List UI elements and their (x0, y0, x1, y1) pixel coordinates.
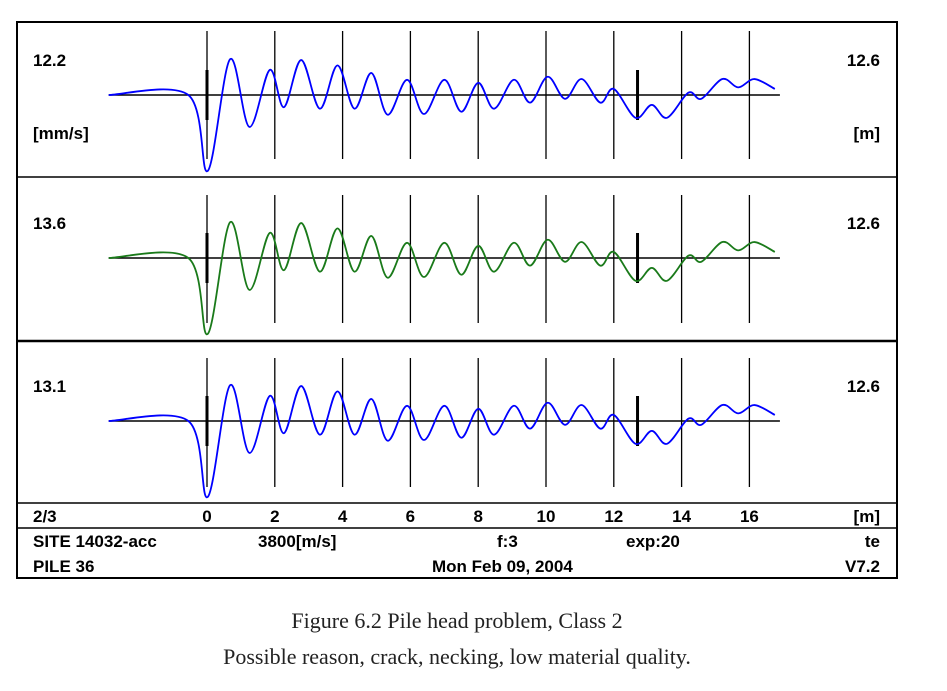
panel1-right-value: 12.6 (847, 51, 880, 70)
velocity-trace (108, 221, 776, 335)
x-tick-label: 2 (270, 507, 279, 526)
site-label: SITE 14032-acc (33, 532, 157, 551)
software-version: V7.2 (845, 557, 880, 576)
filter-value: f:3 (497, 532, 518, 551)
x-tick-label: 0 (202, 507, 211, 526)
wave-velocity: 3800[m/s] (258, 532, 336, 551)
panel3-right-value: 12.6 (847, 377, 880, 396)
x-tick-label: 4 (338, 507, 348, 526)
x-tick-label: 12 (604, 507, 623, 526)
panel1-left-unit: [mm/s] (33, 124, 89, 143)
pile-label: PILE 36 (33, 557, 94, 576)
x-tick-label: 10 (537, 507, 556, 526)
caption-line-2: Possible reason, crack, necking, low mat… (223, 644, 691, 669)
x-tick-label: 6 (406, 507, 415, 526)
velocity-trace (108, 58, 776, 172)
trace-panel-1 (108, 31, 780, 172)
x-tick-label: 16 (740, 507, 759, 526)
trace-panel-2 (108, 195, 780, 335)
figure-frame (16, 21, 898, 579)
x-tick-label: 14 (672, 507, 691, 526)
x-tick-label: 8 (473, 507, 482, 526)
page-indicator: 2/3 (33, 507, 57, 526)
test-date: Mon Feb 09, 2004 (432, 557, 573, 576)
panel2-left-value: 13.6 (33, 214, 66, 233)
panel1-right-unit: [m] (854, 124, 880, 143)
trace-panel-3 (108, 358, 780, 498)
panel1-left-value: 12.2 (33, 51, 66, 70)
axis-unit: [m] (854, 507, 880, 526)
mode-value: te (865, 532, 880, 551)
panel3-left-value: 13.1 (33, 377, 66, 396)
caption-line-1: Figure 6.2 Pile head problem, Class 2 (291, 608, 622, 633)
exp-value: exp:20 (626, 532, 680, 551)
velocity-trace (108, 384, 776, 498)
panel2-right-value: 12.6 (847, 214, 880, 233)
